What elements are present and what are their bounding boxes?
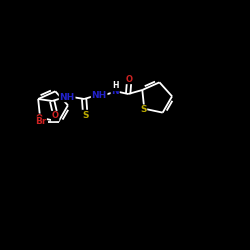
Text: O: O	[36, 114, 43, 123]
Text: H: H	[112, 82, 118, 90]
Text: O: O	[126, 74, 133, 84]
Text: S: S	[140, 105, 146, 114]
Text: S: S	[82, 110, 88, 120]
Text: N: N	[111, 88, 119, 96]
Text: Br: Br	[35, 117, 46, 126]
Text: O: O	[52, 112, 59, 120]
Text: NH: NH	[60, 92, 75, 102]
Text: NH: NH	[92, 90, 107, 100]
